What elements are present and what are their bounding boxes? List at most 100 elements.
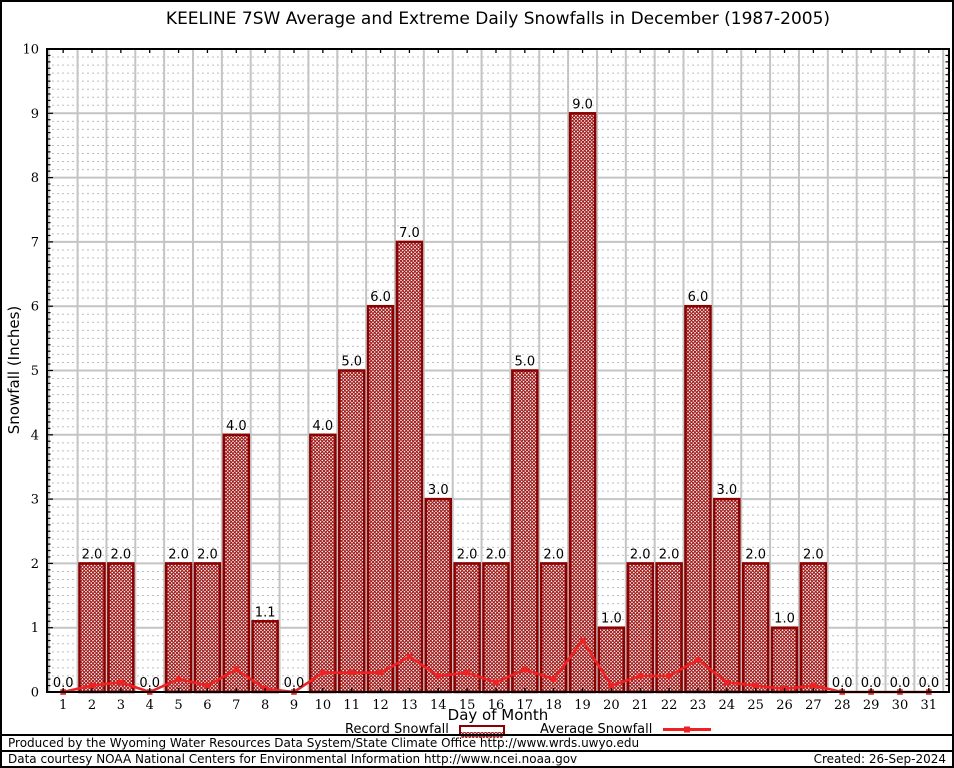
average-snowfall-point-day-3 [118,679,124,686]
x-tick-label-21: 21 [632,698,649,713]
x-tick-label-1: 1 [59,698,67,713]
x-tick-label-25: 25 [747,698,764,713]
bar-value-label-day-8: 1.1 [255,605,276,620]
bar-value-label-day-3: 2.0 [111,547,132,562]
x-tick-label-3: 3 [117,698,125,713]
bar-value-label-day-14: 3.0 [428,483,449,498]
record-snowfall-bar-day-27 [799,562,828,694]
record-snowfall-bar-day-2 [78,562,106,694]
average-snowfall-point-day-12 [377,669,384,676]
average-snowfall-point-day-18 [550,676,557,682]
x-tick-label-2: 2 [88,698,96,713]
y-tick-label-9: 9 [31,107,39,122]
record-snowfall-bar-day-7 [222,433,251,694]
average-snowfall-point-day-16 [493,679,499,686]
average-snowfall-point-day-10 [320,669,326,676]
x-tick-label-7: 7 [232,698,240,713]
bar-value-label-day-29: 0.0 [861,676,882,691]
average-snowfall-point-day-5 [175,676,182,682]
chart-title: KEELINE 7SW Average and Extreme Daily Sn… [165,9,831,29]
record-snowfall-bar-day-14 [424,497,453,694]
y-tick-label-10: 10 [22,43,39,58]
x-tick-label-24: 24 [719,698,736,713]
bar-value-label-day-20: 1.0 [601,612,622,627]
record-snowfall-bar-day-22 [655,562,683,694]
bar-value-label-day-31: 0.0 [918,676,939,691]
record-snowfall-bar-day-10 [309,433,337,694]
x-tick-label-13: 13 [401,698,418,713]
bar-value-label-day-10: 4.0 [313,419,334,434]
y-tick-label-0: 0 [31,686,39,701]
x-tick-label-27: 27 [805,698,822,713]
record-snowfall-bar-day-20 [597,626,626,694]
bar-value-label-day-2: 2.0 [82,547,103,562]
y-tick-label-5: 5 [31,364,39,379]
x-axis-title: Day of Month [447,706,549,724]
average-snowfall-point-day-19 [579,637,586,644]
record-snowfall-bar-day-17 [511,369,539,694]
average-snowfall-point-day-7 [233,666,240,673]
x-tick-label-17: 17 [517,698,534,713]
average-snowfall-point-day-27 [810,682,817,689]
x-tick-label-8: 8 [261,698,269,713]
bar-value-label-day-6: 2.0 [197,547,218,562]
y-tick-label-3: 3 [31,493,39,508]
x-tick-label-30: 30 [892,698,909,713]
x-tick-label-4: 4 [146,698,154,713]
footer-produced-text: Produced by the Wyoming Water Resources … [8,736,640,750]
footer: Produced by the Wyoming Water Resources … [2,734,952,766]
footer-courtesy-row: Data courtesy NOAA National Centers for … [2,750,952,766]
x-tick-label-26: 26 [776,698,793,713]
bar-value-label-day-5: 2.0 [168,547,189,562]
record-snowfall-bar-day-18 [539,562,568,694]
record-snowfall-bar-day-6 [193,562,222,694]
average-snowfall-point-day-17 [522,666,528,673]
bar-value-label-day-25: 2.0 [745,547,766,562]
record-snowfall-bar-day-19 [568,112,597,694]
y-tick-label-4: 4 [31,428,39,443]
record-snowfall-bar-day-12 [366,304,395,694]
x-tick-label-6: 6 [203,698,211,713]
record-snowfall-bar-day-21 [626,562,655,694]
x-tick-label-5: 5 [174,698,182,713]
average-snowfall-point-day-14 [435,673,442,679]
record-snowfall-bar-day-13 [395,240,424,694]
x-tick-label-22: 22 [661,698,678,713]
legend-average-snowfall-label: Average Snowfall [540,722,653,737]
x-tick-label-20: 20 [603,698,620,713]
x-tick-label-18: 18 [545,698,562,713]
average-snowfall-point-day-11 [348,669,355,676]
bar-value-label-day-1: 0.0 [53,676,74,691]
y-axis-title: Snowfall (Inches) [5,306,23,434]
x-tick-label-29: 29 [863,698,880,713]
x-tick-label-23: 23 [690,698,707,713]
y-tick-label-7: 7 [31,235,39,250]
footer-courtesy-text: Data courtesy NOAA National Centers for … [8,752,578,766]
bar-value-label-day-17: 5.0 [514,355,535,370]
average-snowfall-point-day-15 [464,669,470,676]
record-snowfall-bar-day-8 [251,620,279,694]
x-tick-label-19: 19 [574,698,591,713]
bar-value-label-day-27: 2.0 [803,547,824,562]
y-tick-label-2: 2 [31,557,39,572]
snowfall-chart-plot: 0.0 2.0 2.0 0.0 2.0 2.0 4.0 1.1 0.0 4.0 5.0 6.0 7.0 3… [5,43,950,713]
average-snowfall-point-day-22 [666,673,672,679]
record-snowfall-bar-day-11 [337,369,366,694]
average-snowfall-point-day-20 [608,682,615,689]
x-tick-label-11: 11 [343,698,360,713]
record-snowfall-bar-day-3 [107,562,135,694]
bar-value-label-day-9: 0.0 [284,676,305,691]
x-tick-label-31: 31 [921,698,938,713]
x-tick-label-15: 15 [459,698,476,713]
y-tick-label-6: 6 [31,300,39,315]
legend-record-snowfall-label: Record Snowfall [345,722,449,737]
record-snowfall-bar-day-23 [684,304,712,694]
bar-value-label-day-18: 2.0 [543,547,564,562]
x-tick-label-16: 16 [488,698,505,713]
bar-value-label-day-7: 4.0 [226,419,247,434]
average-snowfall-point-day-23 [695,657,701,663]
record-snowfall-bar-day-5 [164,562,193,694]
x-tick-label-28: 28 [834,698,851,713]
record-snowfall-bar-day-24 [713,497,741,694]
